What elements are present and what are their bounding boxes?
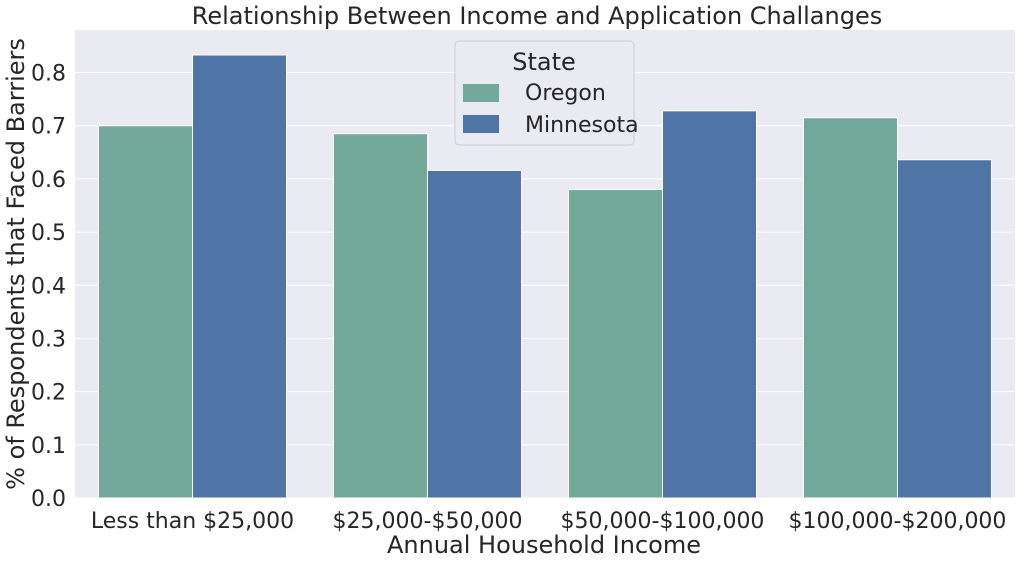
x-tick-labels: Less than $25,000 $25,000-$50,000 $50,000-… — [91, 509, 1007, 534]
legend-title: State — [512, 48, 576, 76]
y-tick-label: 0.5 — [31, 221, 66, 246]
bars — [98, 54, 992, 499]
bar-minnesota-1 — [192, 54, 287, 499]
legend-swatch-oregon — [463, 84, 499, 102]
bar-oregon-1 — [98, 125, 193, 499]
y-tick-label: 0.1 — [31, 434, 66, 459]
legend-swatch-minnesota — [463, 115, 499, 133]
chart-title: Relationship Between Income and Applicat… — [192, 2, 882, 30]
x-axis-title: Annual Household Income — [387, 531, 701, 559]
bar-minnesota-3 — [662, 110, 757, 499]
y-tick-labels: 0.0 0.1 0.2 0.3 0.4 0.5 0.6 0.7 0.8 — [31, 62, 66, 512]
y-tick-label: 0.0 — [31, 487, 66, 512]
y-tick-label: 0.8 — [31, 62, 66, 87]
bar-oregon-2 — [333, 133, 428, 499]
y-axis-title: % of Respondents that Faced Barriers — [2, 38, 30, 490]
legend: State Oregon Minnesota — [454, 40, 639, 146]
y-tick-label: 0.6 — [31, 168, 66, 193]
y-tick-label: 0.3 — [31, 327, 66, 352]
y-tick-label: 0.7 — [31, 115, 66, 140]
bar-minnesota-2 — [427, 169, 522, 499]
x-tick-label: $25,000-$50,000 — [333, 509, 523, 534]
legend-label-minnesota: Minnesota — [525, 113, 639, 138]
bar-oregon-3 — [568, 189, 663, 499]
y-tick-label: 0.4 — [31, 274, 66, 299]
x-tick-label: $100,000-$200,000 — [789, 509, 1007, 534]
legend-label-oregon: Oregon — [525, 81, 606, 106]
x-tick-label: $50,000-$100,000 — [561, 509, 765, 534]
x-tick-label: Less than $25,000 — [91, 509, 294, 534]
legend-box — [454, 40, 635, 146]
bar-minnesota-4 — [897, 159, 992, 499]
y-tick-label: 0.2 — [31, 381, 66, 406]
bar-oregon-4 — [803, 117, 898, 499]
